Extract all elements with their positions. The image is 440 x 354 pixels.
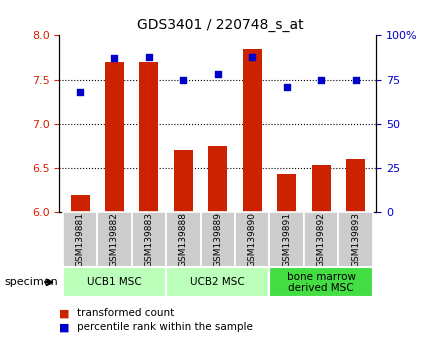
- Bar: [70, 195, 89, 212]
- Point: [352, 77, 359, 82]
- Bar: [277, 175, 296, 212]
- Point: [77, 89, 84, 95]
- Point: [249, 54, 256, 59]
- Bar: [139, 62, 158, 212]
- Point: [283, 84, 290, 90]
- Text: GSM139889: GSM139889: [213, 212, 222, 267]
- Bar: [63, 212, 97, 267]
- Text: GSM139882: GSM139882: [110, 212, 119, 267]
- Text: specimen: specimen: [4, 277, 58, 287]
- Bar: [338, 212, 373, 267]
- Text: UCB1 MSC: UCB1 MSC: [87, 277, 142, 287]
- Bar: [201, 212, 235, 267]
- Text: transformed count: transformed count: [77, 308, 174, 318]
- Bar: [235, 212, 269, 267]
- Bar: [132, 212, 166, 267]
- Text: GSM139888: GSM139888: [179, 212, 188, 267]
- Bar: [166, 212, 201, 267]
- Bar: [269, 212, 304, 267]
- Bar: [243, 48, 262, 212]
- Text: GSM139893: GSM139893: [351, 212, 360, 267]
- Bar: [304, 212, 338, 267]
- Text: GSM139881: GSM139881: [76, 212, 84, 267]
- Text: GSM139891: GSM139891: [282, 212, 291, 267]
- Bar: [269, 267, 373, 297]
- Point: [214, 72, 221, 77]
- Point: [318, 77, 325, 82]
- Text: GSM139890: GSM139890: [248, 212, 257, 267]
- Text: percentile rank within the sample: percentile rank within the sample: [77, 322, 253, 332]
- Text: ■: ■: [59, 308, 70, 318]
- Bar: [312, 165, 330, 212]
- Bar: [208, 146, 227, 212]
- Point: [111, 56, 118, 61]
- Bar: [97, 212, 132, 267]
- Bar: [174, 150, 193, 212]
- Bar: [346, 159, 365, 212]
- Text: ■: ■: [59, 322, 70, 332]
- Text: bone marrow
derived MSC: bone marrow derived MSC: [286, 272, 356, 293]
- Bar: [105, 62, 124, 212]
- Bar: [63, 267, 166, 297]
- Bar: [166, 267, 269, 297]
- Text: GSM139883: GSM139883: [144, 212, 154, 267]
- Text: GDS3401 / 220748_s_at: GDS3401 / 220748_s_at: [137, 18, 303, 32]
- Text: UCB2 MSC: UCB2 MSC: [191, 277, 245, 287]
- Text: GSM139892: GSM139892: [317, 212, 326, 267]
- Point: [180, 77, 187, 82]
- Point: [145, 54, 152, 59]
